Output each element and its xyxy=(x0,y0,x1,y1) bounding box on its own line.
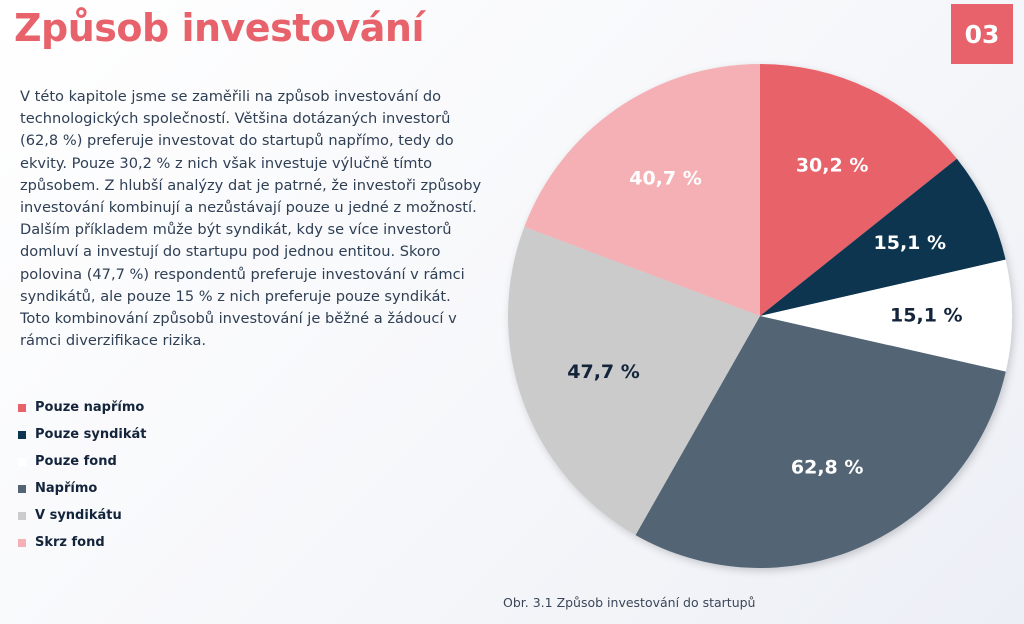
pie-slice xyxy=(760,259,1012,372)
legend-swatch xyxy=(18,457,26,466)
slice-data-label: 15,1 % xyxy=(890,304,963,326)
pie-slice xyxy=(524,64,760,316)
chapter-badge: 03 xyxy=(951,4,1013,64)
legend-label: Pouze syndikát xyxy=(35,427,147,442)
legend-label: Pouze napřímo xyxy=(35,400,145,415)
legend-item: Napřímo xyxy=(18,475,146,502)
slice-data-label: 40,7 % xyxy=(629,168,702,190)
paragraph-line: ekvity. Pouze 30,2 % z nich však investu… xyxy=(20,154,433,172)
paragraph-line: rámci diverzifikace rizika. xyxy=(20,332,207,350)
pie-slice xyxy=(635,316,1006,568)
paragraph-line: investování kombinují a nezůstávají pouz… xyxy=(20,199,477,217)
legend-swatch xyxy=(18,511,26,520)
paragraph-line: technologických společností. Většina dot… xyxy=(20,110,451,128)
legend-item: V syndikátu xyxy=(18,502,146,529)
paragraph-line: V této kapitole jsme se zaměřili na způs… xyxy=(20,88,442,105)
legend-item: Pouze napřímo xyxy=(18,394,146,421)
legend-item: Skrz fond xyxy=(18,529,146,556)
paragraph-line: syndikátů, ale pouze 15 % z nich preferu… xyxy=(20,287,451,305)
slice-data-label: 62,8 % xyxy=(791,457,864,479)
pie-slice xyxy=(507,226,760,536)
legend-swatch xyxy=(18,538,26,547)
pie-slice xyxy=(760,64,957,316)
slice-data-label: 15,1 % xyxy=(874,232,947,254)
legend-label: Pouze fond xyxy=(35,454,117,469)
chart-legend: Pouze napřímo Pouze syndikát Pouze fond Nap… xyxy=(18,394,146,556)
figure-caption: Obr. 3.1 Způsob investování do startupů xyxy=(503,595,756,610)
pie-slice xyxy=(760,158,1006,316)
paragraph-line: Toto kombinování způsobů investování je … xyxy=(20,310,457,328)
slice-data-label: 47,7 % xyxy=(567,361,640,383)
legend-swatch xyxy=(18,430,26,439)
legend-item: Pouze syndikát xyxy=(18,421,146,448)
slice-data-label: 30,2 % xyxy=(796,155,869,177)
paragraph-line: Dalším příkladem může být syndikát, kdy … xyxy=(20,221,452,239)
legend-label: Skrz fond xyxy=(35,535,105,550)
legend-item: Pouze fond xyxy=(18,448,146,475)
intro-paragraph: V této kapitole jsme se zaměřili na způs… xyxy=(20,86,490,352)
paragraph-line: polovina (47,7 %) respondentů preferuje … xyxy=(20,265,465,283)
paragraph-line: domluví a investují do startupu pod jedn… xyxy=(20,243,441,261)
legend-swatch xyxy=(18,403,26,412)
legend-label: Napřímo xyxy=(35,481,98,496)
paragraph-line: způsobem. Z hlubší analýzy dat je patrné… xyxy=(20,176,482,194)
legend-swatch xyxy=(18,484,26,493)
paragraph-line: (62,8 %) preferuje investovat do startup… xyxy=(20,132,454,150)
legend-label: V syndikátu xyxy=(35,508,122,523)
page-title: Způsob investování xyxy=(14,6,424,50)
